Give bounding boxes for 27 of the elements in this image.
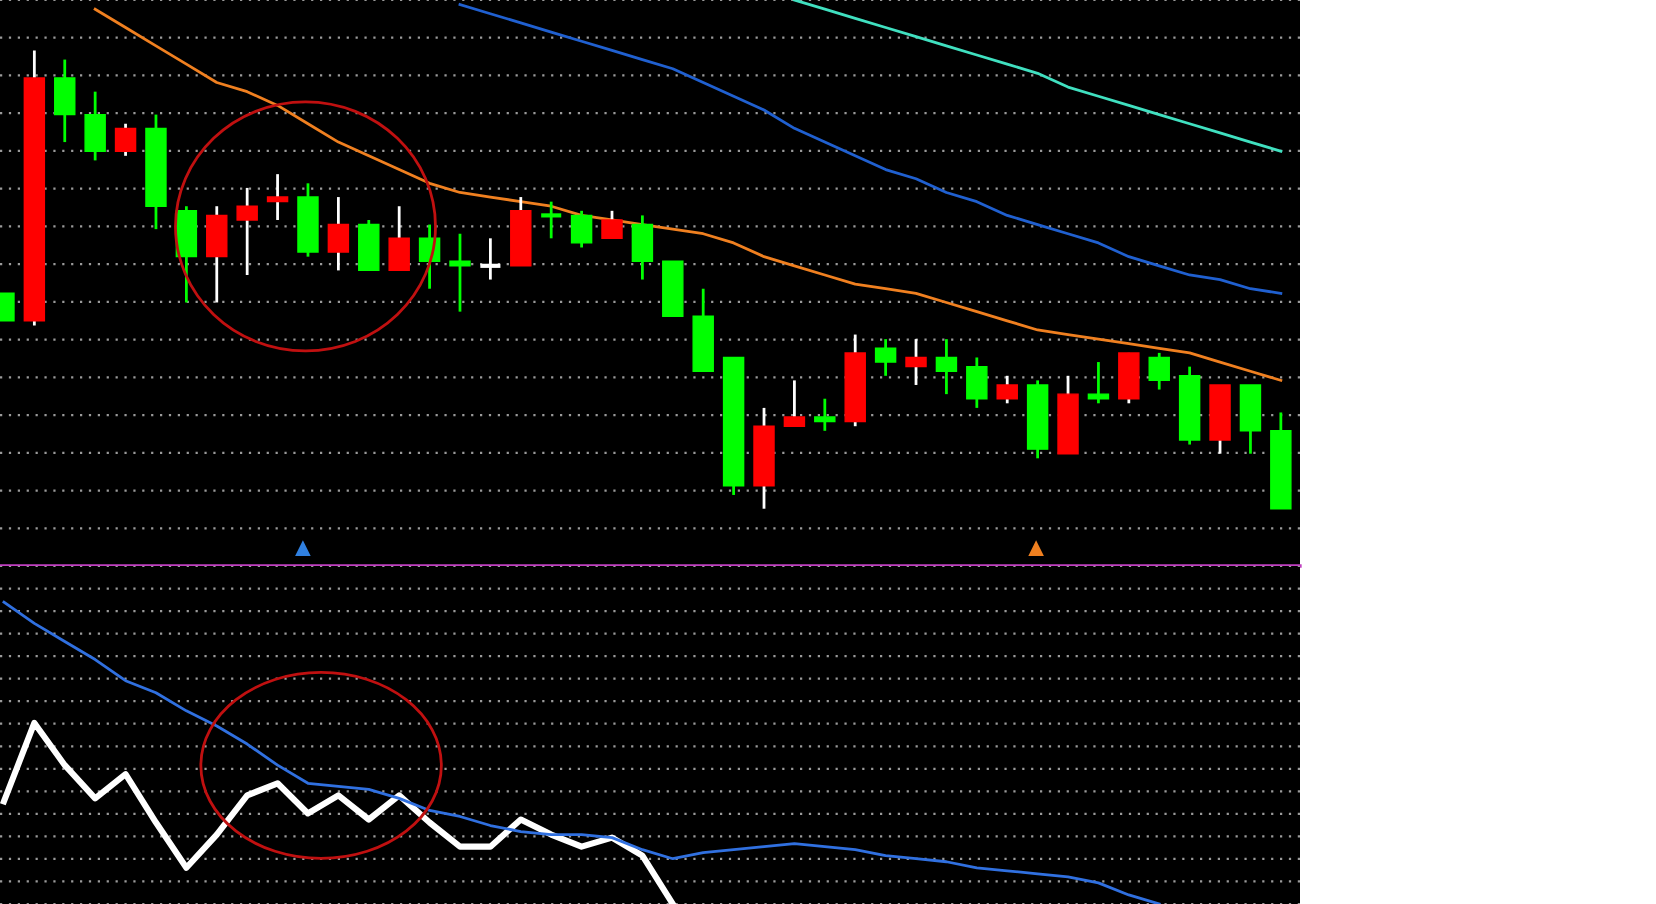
candlestick	[206, 204, 228, 304]
candlestick	[84, 90, 106, 162]
candlestick	[327, 195, 350, 272]
candlestick	[935, 337, 958, 396]
candlestick	[449, 232, 471, 314]
candlestick	[358, 218, 380, 272]
candlestick	[1239, 383, 1262, 456]
candlestick	[539, 200, 564, 240]
candlestick	[783, 379, 806, 428]
candlestick	[601, 209, 623, 240]
candlestick	[996, 374, 1018, 405]
candlestick	[570, 209, 593, 249]
candlestick	[1148, 351, 1170, 391]
candlestick	[874, 337, 897, 378]
candlestick	[478, 236, 503, 281]
candlestick	[1118, 351, 1140, 405]
candlestick	[631, 214, 654, 281]
candlestick	[814, 397, 836, 433]
candlestick	[266, 172, 289, 222]
candlestick	[1087, 360, 1110, 405]
candlestick	[966, 356, 988, 410]
candlestick	[54, 58, 76, 144]
candlestick	[114, 122, 137, 158]
candlestick	[905, 337, 927, 387]
candlestick	[388, 204, 410, 272]
candlestick	[236, 186, 258, 277]
candlestick	[175, 204, 198, 304]
